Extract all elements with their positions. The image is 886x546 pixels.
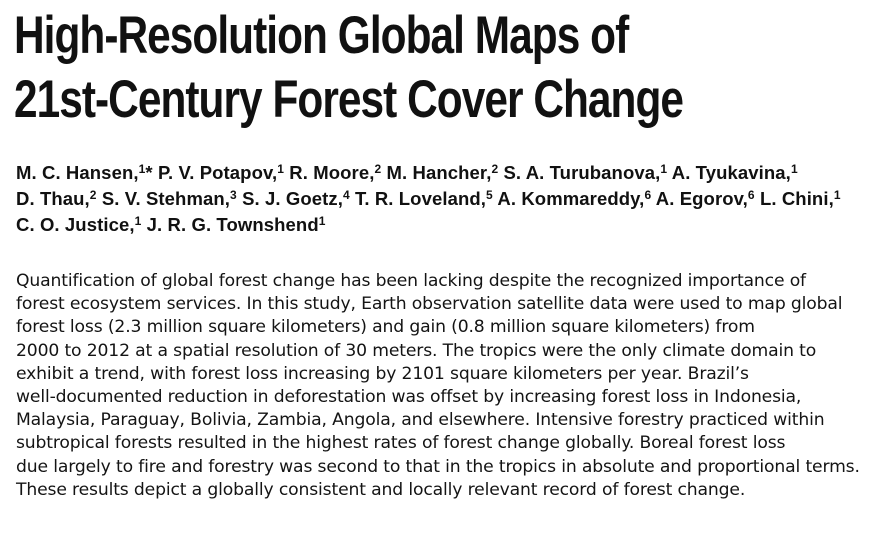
author-affiliation: 1	[318, 214, 326, 228]
abstract-line: 2000 to 2012 at a spatial resolution of …	[16, 340, 817, 361]
author-name: S. V. Stehman,	[101, 188, 231, 209]
author-affiliation: 1	[277, 162, 285, 176]
author-name: A. Egorov,	[655, 188, 748, 209]
author-line: D. Thau,2 S. V. Stehman,3 S. J. Goetz,4 …	[16, 186, 882, 212]
author-affiliation: 1	[660, 162, 668, 176]
author-affiliation: 4	[342, 188, 350, 202]
author-affiliation: 6	[747, 188, 755, 202]
author-name: S. A. Turubanova,	[503, 162, 661, 183]
author-affiliation: 6	[644, 188, 652, 202]
abstract-line: forest ecosystem services. In this study…	[16, 294, 843, 315]
author-name: R. Moore,	[289, 162, 375, 183]
abstract: Quantification of global forest change h…	[16, 270, 882, 502]
author-name: S. J. Goetz,	[242, 188, 343, 209]
abstract-line: exhibit a trend, with forest loss increa…	[16, 363, 749, 384]
abstract-line: These results depict a globally consiste…	[16, 479, 746, 500]
author-name: M. C. Hansen,	[16, 162, 139, 183]
paper-title: High-Resolution Global Maps of 21st-Cent…	[14, 4, 710, 132]
author-name: D. Thau,	[16, 188, 90, 209]
abstract-line: well-documented reduction in deforestati…	[16, 387, 802, 408]
author-affiliation: 5	[486, 188, 493, 202]
abstract-line: Quantification of global forest change h…	[16, 271, 806, 291]
author-name: T. R. Loveland,	[355, 188, 487, 209]
author-affiliation: 1	[833, 188, 841, 202]
author-name: L. Chini,	[759, 188, 834, 209]
abstract-line: Malaysia, Paraguay, Bolivia, Zambia, Ang…	[16, 410, 825, 431]
author-name: M. Hancher,	[386, 162, 492, 183]
abstract-line: due largely to fire and forestry was sec…	[16, 456, 860, 477]
author-affiliation: 2	[89, 188, 97, 202]
author-separator: *	[145, 162, 158, 183]
author-name: A. Tyukavina,	[671, 162, 791, 183]
title-line-2: 21st-Century Forest Cover Change	[14, 70, 684, 129]
author-list: M. C. Hansen,1* P. V. Potapov,1 R. Moore…	[16, 160, 882, 238]
author-affiliation: 2	[491, 162, 499, 176]
author-affiliation: 1	[138, 162, 146, 176]
author-name: J. R. G. Townshend	[146, 214, 319, 235]
abstract-line: forest loss (2.3 million square kilomete…	[16, 317, 755, 338]
title-line-1: High-Resolution Global Maps of	[14, 6, 629, 65]
author-affiliation: 1	[134, 214, 142, 228]
author-line: M. C. Hansen,1* P. V. Potapov,1 R. Moore…	[16, 160, 882, 186]
author-name: C. O. Justice,	[16, 214, 135, 235]
author-affiliation: 3	[230, 188, 237, 202]
abstract-line: subtropical forests resulted in the high…	[16, 433, 786, 454]
author-name: P. V. Potapov,	[157, 162, 278, 183]
author-affiliation: 1	[790, 162, 798, 176]
author-line: C. O. Justice,1 J. R. G. Townshend1	[16, 212, 882, 238]
author-affiliation: 2	[374, 162, 382, 176]
author-name: A. Kommareddy,	[497, 188, 645, 209]
